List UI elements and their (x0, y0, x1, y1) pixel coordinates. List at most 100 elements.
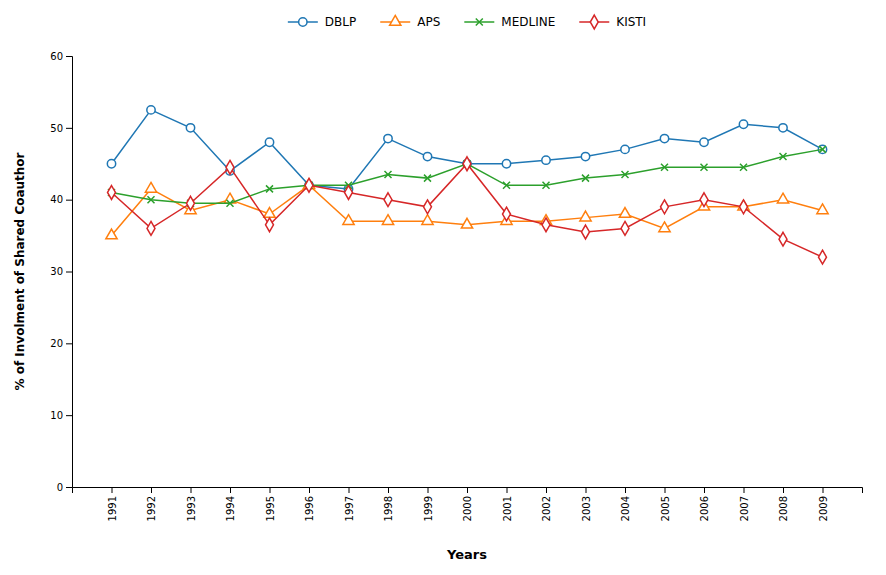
chart-svg: 1991199219931994199519961997199819992000… (0, 0, 886, 575)
series-line (112, 164, 823, 257)
series-marker (266, 185, 273, 192)
series-marker (779, 124, 787, 132)
series-marker (621, 221, 629, 235)
legend-label: DBLP (325, 15, 356, 29)
legend-item: DBLP (288, 15, 356, 29)
legend-item: APS (380, 15, 440, 29)
series-marker (581, 152, 589, 160)
x-tick-label: 1993 (186, 496, 197, 521)
x-tick: 2001 (502, 487, 513, 521)
x-tick-label: 1991 (107, 496, 118, 521)
x-tick-label: 2008 (778, 496, 789, 521)
x-tick-label: 2001 (502, 496, 513, 521)
x-tick-mark (546, 487, 547, 493)
y-tick-label: 40 (50, 194, 63, 205)
y-tick: 40 (50, 194, 72, 205)
y-axis: 0102030405060 (50, 51, 72, 493)
y-tick-mark (66, 487, 72, 488)
y-tick-mark (66, 415, 72, 416)
legend: DBLP APS MEDLINE KISTI (288, 15, 646, 29)
y-tick-mark (66, 128, 72, 129)
legend-marker (476, 19, 483, 26)
x-tick-label: 2002 (541, 496, 552, 521)
y-axis-line (66, 57, 73, 488)
series-marker (461, 218, 472, 228)
x-tick-label: 2003 (581, 496, 592, 521)
x-tick-mark (388, 487, 389, 493)
x-tick-label: 1995 (265, 496, 276, 521)
x-tick: 2007 (739, 487, 750, 521)
y-tick-mark (66, 272, 72, 273)
x-tick-mark (151, 487, 152, 493)
series-marker (106, 229, 117, 239)
series-marker (382, 215, 393, 225)
y-tick: 10 (50, 410, 72, 421)
x-tick: 1999 (423, 487, 434, 521)
x-tick: 2006 (699, 487, 710, 521)
legend-label: MEDLINE (501, 15, 555, 29)
plot: 1991199219931994199519961997199819992000… (13, 51, 863, 562)
legend-label: APS (417, 15, 440, 29)
y-tick-mark (66, 343, 72, 344)
series-marker (384, 193, 392, 207)
series-marker (186, 124, 194, 132)
series-line (112, 110, 823, 189)
x-tick-mark (309, 487, 310, 493)
series-markers (108, 157, 827, 264)
x-tick-mark (349, 487, 350, 493)
x-tick-label: 2005 (660, 496, 671, 521)
x-tick: 2008 (778, 487, 789, 521)
series-marker (779, 232, 787, 246)
legend-label: KISTI (616, 15, 646, 29)
series-marker (817, 204, 828, 214)
x-tick-mark (704, 487, 705, 493)
y-tick-label: 30 (50, 266, 63, 277)
series-marker (660, 134, 668, 142)
x-tick-mark (270, 487, 271, 493)
series-marker (345, 186, 353, 200)
y-tick: 30 (50, 266, 72, 277)
x-tick-label: 2009 (818, 496, 829, 521)
series-marker (659, 222, 670, 232)
x-tick: 1993 (186, 487, 197, 521)
x-tick-mark (191, 487, 192, 493)
series-marker (145, 182, 156, 192)
x-tick: 1991 (107, 487, 118, 521)
series-marker (502, 160, 510, 168)
x-axis-line (73, 488, 863, 494)
y-tick: 0 (57, 482, 72, 493)
x-tick-label: 2000 (462, 496, 473, 521)
series-marker (700, 138, 708, 146)
series-marker (619, 208, 630, 218)
x-tick: 2004 (620, 487, 631, 521)
x-tick-label: 1992 (146, 496, 157, 521)
y-tick-mark (66, 56, 72, 57)
legend-item: KISTI (579, 15, 646, 29)
x-tick-mark (428, 487, 429, 493)
series-marker (661, 164, 668, 171)
legend-item: MEDLINE (464, 15, 555, 29)
series-marker (819, 146, 826, 153)
series-marker (424, 200, 432, 214)
series-marker (582, 175, 589, 182)
x-tick-mark (586, 487, 587, 493)
x-tick-label: 2007 (739, 496, 750, 521)
x-tick-label: 1997 (344, 496, 355, 521)
series-marker (266, 218, 274, 232)
series-marker (621, 145, 629, 153)
legend-marker (590, 15, 598, 29)
series-group (106, 106, 828, 264)
series-marker (385, 171, 392, 178)
x-tick: 1992 (146, 487, 157, 521)
series-marker (780, 153, 787, 160)
series-marker (542, 156, 550, 164)
series-marker (580, 211, 591, 221)
series-marker (147, 106, 155, 114)
series-markers (108, 146, 826, 207)
series-marker (147, 221, 155, 235)
x-tick: 2009 (818, 487, 829, 521)
y-tick-label: 60 (50, 51, 63, 62)
y-tick-mark (66, 200, 72, 201)
legend-marker (299, 18, 307, 26)
series-marker (622, 171, 629, 178)
